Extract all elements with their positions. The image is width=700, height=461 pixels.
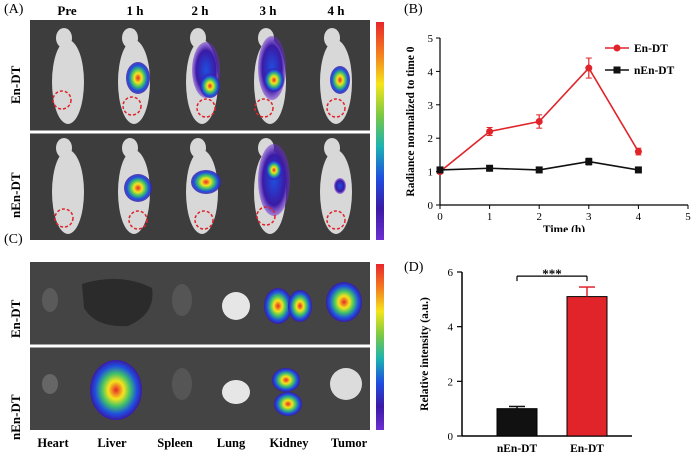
x-axis-label: Time (h) — [543, 224, 585, 232]
x-tick-label: 5 — [685, 211, 691, 223]
panel-label-a: (A) — [4, 2, 24, 17]
tumor-circle — [52, 90, 346, 230]
timepoint-label: Pre — [57, 3, 77, 18]
significance-label: *** — [542, 266, 562, 281]
timepoint-label: 4 h — [327, 3, 345, 18]
x-tick-label: 4 — [636, 211, 642, 223]
y-axis-label: Radiance normalized to time 0 — [405, 46, 417, 196]
panel-label-c: (C) — [4, 232, 23, 247]
y-tick-label: 1 — [428, 167, 434, 179]
ex-vivo-image-grid — [30, 262, 370, 430]
bar — [496, 408, 538, 437]
data-point — [634, 148, 642, 156]
organ-label: Tumor — [330, 436, 368, 450]
data-point — [486, 128, 494, 136]
x-tick-label: 2 — [536, 211, 542, 223]
line-chart-b: 0 1 2 3 4 5 0 1 2 3 4 5 Time (h) Radiance normalized … — [405, 33, 691, 232]
data-point — [585, 158, 593, 166]
y-tick-label: 4 — [428, 66, 434, 78]
row-label-en-dt: En-DT — [8, 299, 23, 338]
organ-images — [42, 278, 362, 420]
data-point — [535, 118, 543, 125]
data-point — [436, 166, 444, 174]
bar-chart-d: 0 2 4 6 Relative intensity (a.u.) nEn-DT En-DT… — [419, 266, 632, 455]
legend-marker — [613, 44, 621, 52]
colorbar — [376, 264, 384, 430]
bar — [566, 296, 608, 437]
legend-marker — [613, 66, 621, 74]
y-tick-label: 2 — [428, 133, 434, 145]
ex-vivo-image-art — [30, 278, 370, 420]
organ-label: Lung — [216, 436, 246, 450]
x-tick-label: 1 — [487, 211, 493, 223]
timepoint-label: 2 h — [191, 3, 209, 18]
y-tick-label: 4 — [448, 322, 454, 334]
timepoint-label: 1 h — [126, 3, 144, 18]
legend-label: En-DT — [634, 43, 668, 55]
data-point — [486, 164, 494, 172]
organ-label: Spleen — [157, 436, 193, 450]
x-tick-label: 3 — [586, 211, 592, 223]
data-point — [634, 166, 642, 174]
legend-label: nEn-DT — [634, 65, 675, 77]
y-tick-label: 2 — [448, 376, 454, 388]
organ-label: Heart — [37, 436, 69, 450]
y-tick-label: 0 — [428, 200, 434, 212]
y-tick-label: 6 — [448, 267, 454, 279]
x-tick-label: En-DT — [570, 443, 604, 455]
data-point — [535, 166, 543, 174]
colorbar — [376, 22, 384, 240]
x-tick-label: nEn-DT — [497, 443, 538, 455]
y-tick-label: 0 — [448, 431, 454, 443]
timepoint-label: 3 h — [259, 3, 277, 18]
organ-label: Kidney — [269, 436, 309, 450]
x-tick-label: 0 — [437, 211, 443, 223]
row-label-nen-dt: nEn-DT — [8, 172, 23, 218]
fluorescence-signal — [124, 36, 350, 216]
panel-label-d: (D) — [404, 260, 424, 275]
organ-label: Liver — [97, 436, 127, 450]
in-vivo-image-art — [30, 28, 370, 234]
row-label-nen-dt: nEn-DT — [8, 394, 23, 440]
panel-label-b: (B) — [404, 2, 423, 17]
in-vivo-image-grid — [30, 20, 370, 240]
y-tick-label: 3 — [428, 100, 434, 112]
y-axis-label: Relative intensity (a.u.) — [419, 297, 431, 411]
row-label-en-dt: En-DT — [8, 65, 23, 104]
y-tick-label: 5 — [428, 33, 434, 45]
data-point — [585, 64, 593, 72]
